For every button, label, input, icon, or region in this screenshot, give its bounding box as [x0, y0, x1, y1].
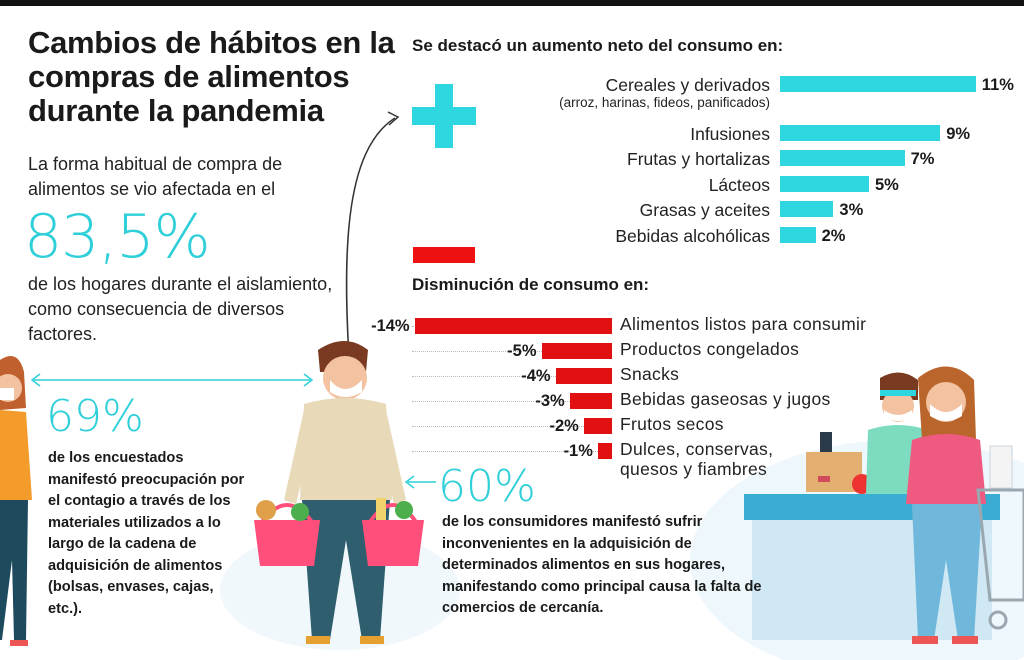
stat-69-text: de los encuestados manifestó preocupació…	[48, 450, 245, 617]
woman-left-illustration	[0, 356, 32, 646]
decrease-value-label: -3%	[535, 392, 565, 410]
increase-value-label: 7%	[910, 150, 935, 168]
increase-value-label: 11%	[981, 76, 1014, 94]
decrease-value-label: -14%	[371, 317, 410, 335]
increase-bar	[780, 125, 941, 141]
increase-value-label: 9%	[946, 125, 971, 143]
stat-69-value: 69%	[46, 391, 144, 442]
stat-60-value: 60%	[438, 461, 536, 512]
decrease-category-label: Frutos secos	[620, 414, 724, 434]
decrease-value-label: -5%	[507, 342, 537, 360]
increase-bar	[780, 176, 869, 192]
decrease-guide-line	[412, 426, 612, 427]
increase-value-label: 2%	[821, 227, 846, 245]
increase-category-label: Bebidas alcohólicas	[615, 226, 770, 246]
top-border	[0, 0, 1024, 6]
increase-bar	[780, 150, 905, 166]
decrease-bar	[555, 368, 612, 384]
decrease-category-label: Snacks	[620, 364, 680, 384]
decrease-category-label: Bebidas gaseosas y jugos	[620, 389, 831, 409]
decrease-bar	[569, 393, 612, 409]
decrease-bar	[583, 418, 612, 434]
minus-icon	[413, 247, 475, 263]
stat-main-value: 83,5%	[24, 202, 211, 272]
plus-icon-bar	[412, 107, 476, 125]
intro-text: La forma habitual de compra de alimentos…	[28, 154, 283, 199]
increase-category-label: Lácteos	[708, 175, 770, 195]
decrease-category-label: Dulces, conservas, quesos y fiambres	[620, 439, 774, 479]
increase-value-label: 3%	[839, 201, 864, 219]
decrease-guide-line	[412, 376, 612, 377]
increase-category-label: Infusiones	[690, 124, 770, 144]
stat-60-text: de los consumidores manifestó sufrir inc…	[442, 514, 762, 616]
increase-category-label: Grasas y aceites	[639, 200, 770, 220]
increase-value-label: 5%	[875, 176, 899, 194]
man-with-baskets-illustration	[254, 341, 424, 644]
stat-main-text: de los hogares durante el aislamiento, c…	[28, 274, 333, 344]
increase-bar	[780, 227, 816, 243]
increase-bar	[780, 76, 976, 92]
page-title: Cambios de hábitos en la compras de alim…	[28, 25, 395, 128]
decrease-value-label: -4%	[521, 367, 551, 385]
decrease-guide-line	[412, 451, 612, 452]
decrease-category-label: Productos congelados	[620, 339, 800, 359]
increase-category-label: Cereales y derivados	[605, 75, 770, 95]
decrease-guide-line	[412, 401, 612, 402]
decrease-value-label: -2%	[549, 417, 579, 435]
increase-category-note: (arroz, harinas, fideos, panificados)	[559, 95, 770, 110]
decrease-bar	[597, 443, 612, 459]
decrease-value-label: -1%	[563, 442, 593, 460]
decrease-category-label: Alimentos listos para consumir	[620, 314, 867, 334]
increase-chart-title: Se destacó un aumento neto del consumo e…	[412, 36, 784, 55]
decrease-guide-line	[412, 351, 612, 352]
decrease-bar	[414, 318, 612, 334]
decrease-bar	[541, 343, 612, 359]
decrease-chart-title: Disminución de consumo en:	[412, 275, 650, 294]
checkout-scene-illustration	[744, 366, 1024, 644]
increase-bar	[780, 201, 834, 217]
increase-category-label: Frutas y hortalizas	[627, 149, 770, 169]
